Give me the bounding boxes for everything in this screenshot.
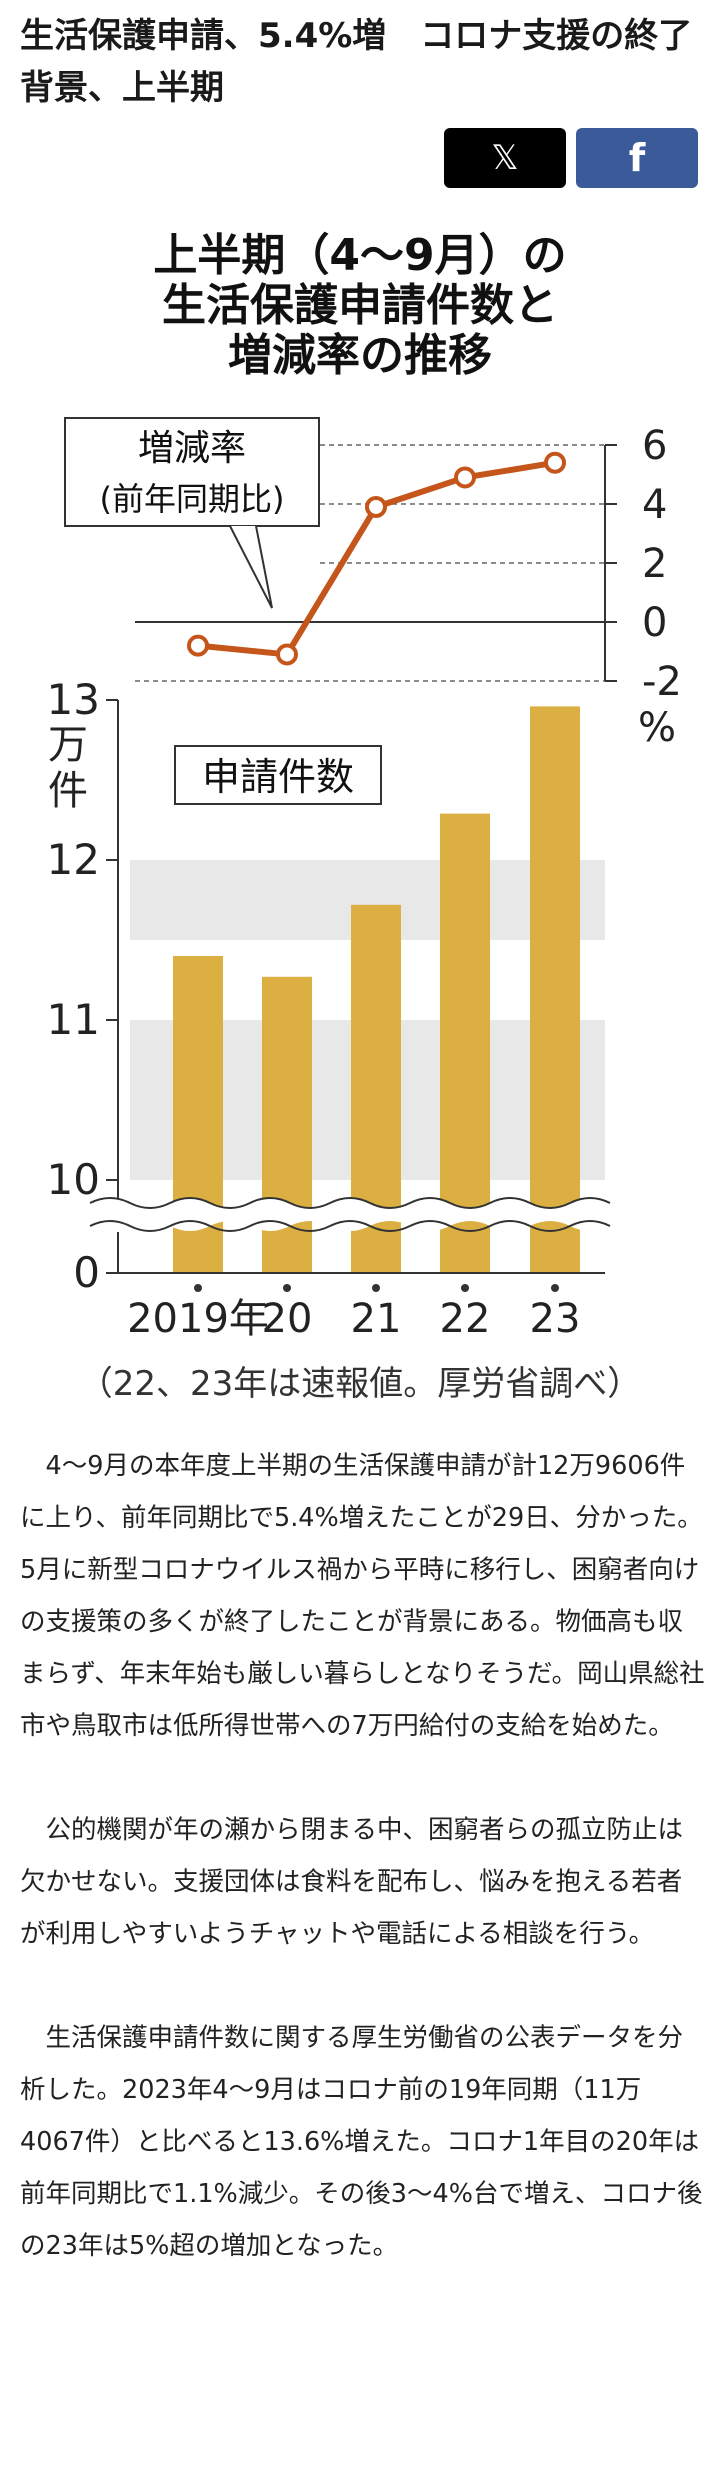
right-axis-tick-label: 2 [642,541,667,587]
left-axis-unit: 万 [48,722,88,768]
series-label: 申請件数 [202,755,354,799]
series-label-box [174,745,382,805]
axis-break-line [89,1197,611,1209]
x-tick-label: 20 [262,1296,313,1342]
callout-box [64,417,320,527]
x-tick-dot [551,1284,559,1292]
series-point [187,634,209,657]
axis-break-fill [90,1198,610,1231]
x-tick-dot [372,1284,380,1292]
facebook-share-button[interactable]: f [576,128,698,188]
x-tick-dot [283,1284,291,1292]
x-tick-dot [194,1284,202,1292]
right-axis-tick-label: 0 [642,600,667,646]
left-axis-tick-label: 0 [73,1248,100,1297]
source-note: （22、23年は速報値。厚労省調べ） [79,1364,642,1404]
facebook-icon: f [628,136,646,180]
callout-sublabel: (前年同期比) [100,480,285,518]
callout-pointer [229,525,273,609]
right-axis-tick-label: -2 [642,659,682,705]
callout-label: 増減率 [138,428,246,469]
x-share-button[interactable]: 𝕏 [444,128,566,188]
right-axis-unit: % [638,705,676,751]
series-point [544,451,566,474]
article-paragraph: 公的機関が年の瀬から閉まる中、困窮者らの孤立防止は欠かせない。支援団体は食料を配… [20,1815,684,1949]
right-axis-tick-label: 6 [642,423,667,469]
left-axis-tick-label: 11 [47,995,100,1044]
axis-break-line [89,1220,611,1232]
left-axis-unit: 件 [48,768,88,814]
bar [440,813,490,1273]
x-tick-label: 21 [351,1296,402,1342]
article-paragraph: 4〜9月の本年度上半期の生活保護申請が計12万9606件に上り、前年同期比で5.… [20,1451,705,1741]
series-point [365,495,387,518]
chart-title: 上半期（4〜9月）の [153,230,566,281]
chart-title: 増減率の推移 [228,330,492,381]
left-axis-tick-label: 12 [47,835,100,884]
chart-figure: 上半期（4〜9月）の生活保護申請件数と増減率の推移6420-2%増減率(前年同期… [47,230,682,1404]
left-axis-tick-label: 10 [47,1155,100,1204]
x-icon: 𝕏 [491,138,519,178]
series-point [276,643,298,666]
x-tick-dot [461,1284,469,1292]
article-body: 4〜9月の本年度上半期の生活保護申請が計12万9606件に上り、前年同期比で5.… [20,1440,706,2324]
chart-title: 生活保護申請件数と [162,280,558,331]
x-tick-label: 22 [440,1296,491,1342]
x-tick-label: 2019年 [127,1296,269,1342]
x-tick-label: 23 [530,1296,581,1342]
article-paragraph: 生活保護申請件数に関する厚生労働省の公表データを分析した。2023年4〜9月はコ… [20,2023,703,2261]
right-axis-tick-label: 4 [642,482,667,528]
bar [530,706,580,1273]
headline: 生活保護申請、5.4%増 コロナ支援の終了背景、上半期 [20,16,693,108]
series-point [454,466,476,489]
left-axis-tick-label: 13 [47,675,100,724]
